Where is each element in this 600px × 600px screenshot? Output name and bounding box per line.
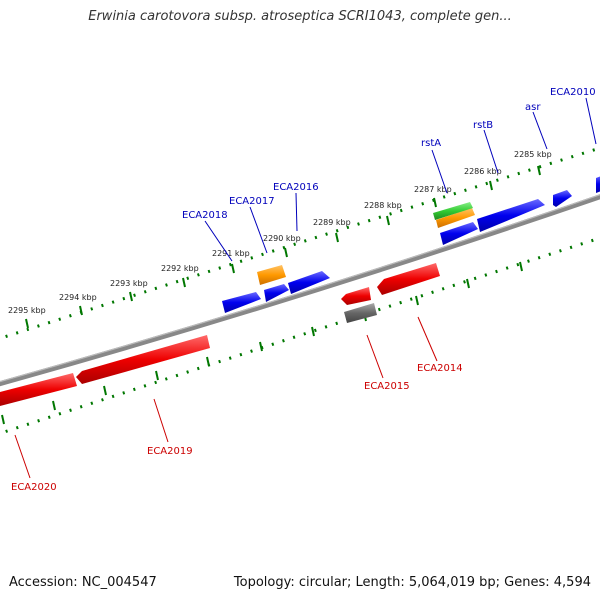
gene-eca2016[interactable]	[288, 271, 330, 294]
tick-2289	[335, 232, 339, 243]
tick-2287	[433, 197, 437, 208]
tick-2286	[489, 180, 493, 191]
tick-label: 2294 kbp	[59, 293, 97, 302]
tick-label: 2290 kbp	[263, 234, 301, 243]
reverse-gene-labels: ECA2014 ECA2015 ECA2019 ECA2020	[11, 363, 463, 493]
tick-label: 2291 kbp	[212, 249, 250, 258]
tick-2292	[182, 277, 186, 288]
tick-label: 2292 kbp	[161, 264, 199, 273]
gene-label-eca2019[interactable]: ECA2019	[147, 446, 193, 457]
gene-eca2015[interactable]	[344, 303, 377, 323]
gene-label-eca2014[interactable]: ECA2014	[417, 363, 463, 374]
leader-line	[295, 192, 298, 232]
reverse-strand-genes	[0, 263, 440, 406]
inner-tick	[103, 385, 107, 396]
gene-rstA[interactable]	[440, 222, 478, 245]
leader-lines	[14, 97, 597, 479]
forward-gene-labels: ECA2010 asr rstB rstA ECA2016 ECA2017 EC…	[182, 87, 596, 221]
gene-label-asr[interactable]: asr	[525, 102, 541, 113]
tick-2290	[284, 247, 288, 258]
gene-label-eca2020[interactable]: ECA2020	[11, 482, 57, 493]
tick-2285	[537, 165, 541, 176]
gene-label-eca2016[interactable]: ECA2016	[273, 182, 319, 193]
gene-eca2014[interactable]	[377, 263, 440, 295]
tick-2294	[79, 305, 83, 316]
tick-labels: 2285 kbp 2286 kbp 2287 kbp 2288 kbp 2289…	[8, 150, 552, 315]
gene-eca2015-part[interactable]	[341, 287, 371, 305]
feature-orange-rstA[interactable]	[436, 208, 475, 228]
gene-label-eca2017[interactable]: ECA2017	[229, 196, 275, 207]
leader-line	[366, 334, 384, 379]
backbone-highlight	[0, 194, 600, 383]
genome-summary-text: Topology: circular; Length: 5,064,019 bp…	[233, 575, 591, 590]
inner-tick	[259, 341, 263, 352]
gene-asr[interactable]	[553, 190, 572, 207]
inner-tick	[311, 326, 315, 337]
leader-line	[417, 316, 438, 362]
major-ticks	[1, 165, 541, 425]
tick-label: 2293 kbp	[110, 279, 148, 288]
tick-label: 2285 kbp	[514, 150, 552, 159]
gene-label-eca2018[interactable]: ECA2018	[182, 210, 228, 221]
gene-label-eca2010[interactable]: ECA2010	[550, 87, 596, 98]
inner-tick	[206, 356, 210, 367]
inner-tick	[466, 278, 470, 289]
tick-label: 2287 kbp	[414, 185, 452, 194]
map-title: Erwinia carotovora subsp. atroseptica SC…	[88, 9, 512, 24]
leader-line	[483, 129, 499, 174]
inner-tick	[415, 295, 419, 306]
feature-green-rna[interactable]	[433, 202, 473, 220]
leader-line	[532, 111, 548, 150]
genome-backbone	[0, 194, 600, 387]
gene-rstB[interactable]	[477, 199, 545, 232]
leader-line	[153, 398, 169, 443]
gene-label-rstb[interactable]: rstB	[473, 120, 493, 131]
tick-label: 2289 kbp	[313, 218, 351, 227]
leader-line	[431, 149, 448, 194]
leader-line	[204, 220, 233, 262]
leader-line	[585, 97, 597, 145]
tick-label: 2288 kbp	[364, 201, 402, 210]
feature-orange-eca2017[interactable]	[257, 265, 286, 285]
inner-tick	[52, 400, 56, 411]
tick-2295	[25, 318, 29, 329]
forward-strand-genes	[222, 175, 600, 313]
tick-label: 2286 kbp	[464, 167, 502, 176]
inner-tick	[519, 261, 523, 272]
gene-eca2019[interactable]	[76, 335, 210, 384]
tick-2288	[386, 215, 390, 226]
leader-line	[249, 206, 268, 254]
tick-2291	[231, 263, 235, 274]
tick-2293	[129, 291, 133, 302]
gene-eca2010[interactable]	[596, 175, 600, 193]
outer-tick-ring	[0, 146, 600, 340]
gene-eca2020[interactable]	[0, 373, 77, 406]
accession-text: Accession: NC_004547	[9, 575, 157, 590]
gene-label-eca2015[interactable]: ECA2015	[364, 381, 410, 392]
gene-eca2018[interactable]	[222, 292, 261, 313]
inner-tick-ring	[0, 236, 600, 435]
leader-line	[14, 434, 31, 479]
inner-tick	[1, 414, 5, 425]
gene-eca2017[interactable]	[264, 284, 289, 302]
tick-label: 2295 kbp	[8, 306, 46, 315]
inner-tick	[155, 370, 159, 381]
gene-label-rsta[interactable]: rstA	[421, 138, 441, 149]
